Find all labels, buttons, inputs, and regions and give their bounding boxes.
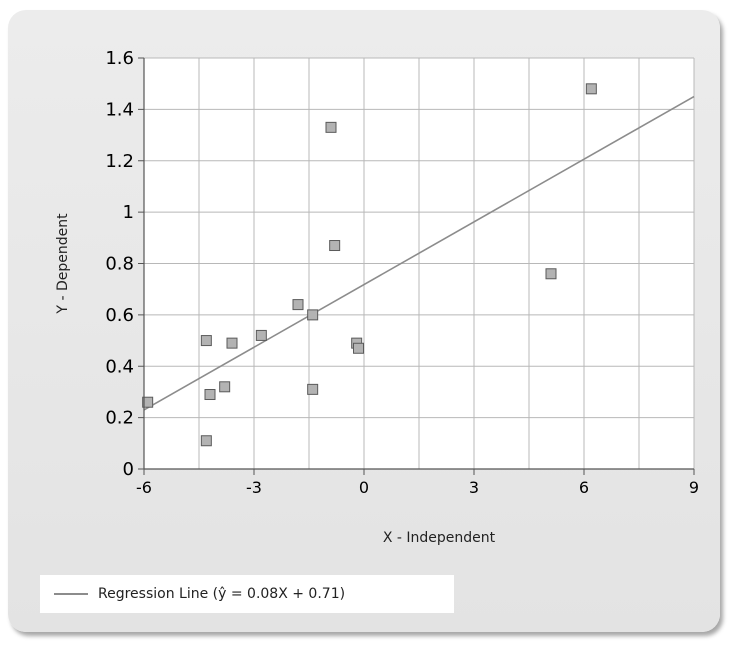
y-tick-label: 1.2 (105, 151, 134, 172)
y-tick-label: 0.4 (105, 356, 134, 377)
data-point (226, 337, 238, 349)
data-point (204, 389, 216, 401)
data-point (307, 383, 319, 395)
data-point (255, 329, 267, 341)
data-point (292, 299, 304, 311)
legend-label: Regression Line (ŷ = 0.08X + 0.71) (98, 586, 346, 602)
data-point (200, 335, 212, 347)
data-point (200, 435, 212, 447)
x-axis-title: X - Independent (383, 530, 496, 546)
data-point (585, 83, 597, 95)
y-tick-label: 0 (123, 459, 134, 480)
legend: Regression Line (ŷ = 0.08X + 0.71) (40, 575, 454, 613)
data-point (353, 342, 364, 354)
x-tick-label: 6 (579, 478, 589, 497)
legend-line-swatch (54, 593, 88, 595)
y-tick-label: 1.6 (105, 48, 134, 69)
y-axis-title: Y - Dependent (55, 213, 71, 315)
regression-line (143, 95, 695, 411)
data-point (325, 121, 337, 133)
x-tick-label: -3 (246, 478, 262, 497)
data-point (329, 240, 341, 252)
x-tick-label: 9 (689, 478, 699, 497)
y-tick-label: 0.8 (105, 254, 134, 275)
x-tick-label: -6 (136, 478, 152, 497)
y-tick-label: 1.4 (105, 99, 134, 120)
data-point (545, 268, 557, 280)
y-tick-label: 0.2 (105, 408, 134, 429)
data-point (307, 309, 319, 321)
data-point (142, 396, 154, 408)
y-tick-label: 0.6 (105, 305, 134, 326)
x-tick-label: 3 (469, 478, 479, 497)
data-point (219, 381, 231, 393)
y-tick-label: 1 (123, 202, 134, 223)
x-tick-label: 0 (359, 478, 369, 497)
